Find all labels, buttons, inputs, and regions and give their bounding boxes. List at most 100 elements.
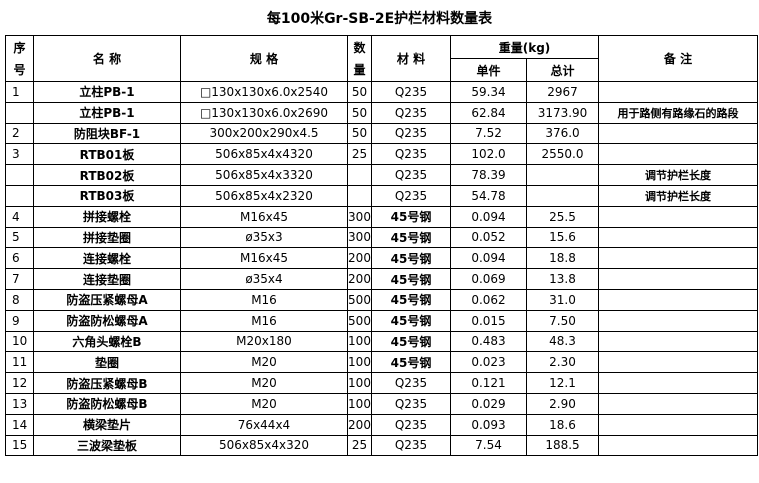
cell-name: RTB01板 — [33, 143, 181, 166]
cell-material: Q235 — [371, 101, 451, 124]
cell-material: Q235 — [371, 372, 451, 394]
table-row: 15 三波梁垫板 506x85x4x320 25 Q235 7.54 188.5 — [5, 434, 759, 457]
cell-spec: 506x85x4x2320 — [180, 184, 348, 207]
cell-no: 12 — [5, 372, 34, 394]
cell-material: Q235 — [371, 143, 451, 166]
cell-unit-weight: 102.0 — [450, 143, 527, 166]
cell-spec: M20 — [180, 392, 348, 415]
cell-remark: 调节护栏长度 — [598, 164, 759, 186]
table-row: 13 防盗防松螺母B M20 100 Q235 0.029 2.90 — [5, 392, 759, 415]
cell-total-weight — [525, 164, 600, 186]
cell-no: 4 — [5, 205, 34, 228]
cell-qty: 300 — [347, 226, 372, 249]
cell-material: 45号钢 — [371, 330, 451, 353]
cell-material: 45号钢 — [371, 288, 451, 311]
cell-name: 防盗防松螺母B — [33, 392, 181, 415]
table-row: 5 拼接垫圈 ø35x3 300 45号钢 0.052 15.6 — [5, 226, 759, 249]
cell-no — [5, 164, 34, 186]
cell-total-weight: 13.8 — [525, 268, 600, 290]
cell-material: 45号钢 — [371, 351, 451, 374]
cell-total-weight: 25.5 — [525, 205, 600, 228]
cell-material: 45号钢 — [371, 268, 451, 290]
table-row: RTB03板 506x85x4x2320 Q235 54.78 调节护栏长度 — [5, 184, 759, 207]
cell-qty: 200 — [347, 413, 372, 436]
cell-total-weight: 188.5 — [525, 434, 600, 457]
header-name: 名 称 — [33, 35, 181, 82]
cell-remark — [598, 351, 759, 374]
cell-qty: 500 — [347, 309, 372, 332]
cell-total-weight: 2.90 — [525, 392, 600, 415]
cell-total-weight — [525, 184, 600, 207]
cell-name: 防阻块BF-1 — [33, 122, 181, 145]
cell-no: 10 — [5, 330, 34, 353]
cell-no: 11 — [5, 351, 34, 374]
cell-spec: 506x85x4x4320 — [180, 143, 348, 166]
cell-qty: 200 — [347, 247, 372, 270]
cell-unit-weight: 0.483 — [450, 330, 527, 353]
table-row: 3 RTB01板 506x85x4x4320 25 Q235 102.0 2550.0 — [5, 143, 759, 166]
cell-material: Q235 — [371, 413, 451, 436]
cell-unit-weight: 0.023 — [450, 351, 527, 374]
cell-remark — [598, 81, 759, 103]
header-unit-weight: 单件 — [450, 58, 527, 82]
cell-remark — [598, 309, 759, 332]
cell-no: 14 — [5, 413, 34, 436]
table-row: 6 连接螺栓 M16x45 200 45号钢 0.094 18.8 — [5, 247, 759, 270]
cell-name: 六角头螺栓B — [33, 330, 181, 353]
cell-material: 45号钢 — [371, 247, 451, 270]
cell-unit-weight: 78.39 — [450, 164, 527, 186]
cell-material: Q235 — [371, 164, 451, 186]
cell-no — [5, 184, 34, 207]
cell-qty: 50 — [347, 81, 372, 103]
cell-qty: 25 — [347, 434, 372, 457]
table-title: 每100米Gr-SB-2E护栏材料数量表 — [266, 11, 493, 27]
table-row: 7 连接垫圈 ø35x4 200 45号钢 0.069 13.8 — [5, 268, 759, 290]
cell-total-weight: 12.1 — [525, 372, 600, 394]
cell-unit-weight: 0.094 — [450, 247, 527, 270]
cell-no — [5, 101, 34, 124]
cell-material: 45号钢 — [371, 226, 451, 249]
cell-spec: □130x130x6.0x2540 — [180, 81, 348, 103]
cell-total-weight: 376.0 — [525, 122, 600, 145]
cell-total-weight: 2967 — [525, 81, 600, 103]
cell-unit-weight: 59.34 — [450, 81, 527, 103]
cell-spec: M20 — [180, 372, 348, 394]
cell-material: Q235 — [371, 122, 451, 145]
table-row: 14 横梁垫片 76x44x4 200 Q235 0.093 18.6 — [5, 413, 759, 436]
cell-name: 垫圈 — [33, 351, 181, 374]
cell-spec: 506x85x4x3320 — [180, 164, 348, 186]
cell-unit-weight: 0.093 — [450, 413, 527, 436]
cell-material: 45号钢 — [371, 309, 451, 332]
cell-spec: M16 — [180, 309, 348, 332]
cell-no: 1 — [5, 81, 34, 103]
cell-name: 防盗压紧螺母B — [33, 372, 181, 394]
cell-unit-weight: 7.52 — [450, 122, 527, 145]
cell-unit-weight: 0.029 — [450, 392, 527, 415]
cell-remark — [598, 392, 759, 415]
table-row: 12 防盗压紧螺母B M20 100 Q235 0.121 12.1 — [5, 372, 759, 394]
cell-qty: 100 — [347, 351, 372, 374]
cell-spec: M16x45 — [180, 205, 348, 228]
cell-spec: 506x85x4x320 — [180, 434, 348, 457]
cell-no: 6 — [5, 247, 34, 270]
cell-spec: 76x44x4 — [180, 413, 348, 436]
table-row: 4 拼接螺栓 M16x45 300 45号钢 0.094 25.5 — [5, 205, 759, 228]
cell-no: 9 — [5, 309, 34, 332]
cell-qty: 100 — [347, 372, 372, 394]
cell-material: Q235 — [371, 434, 451, 457]
cell-qty — [347, 164, 372, 186]
cell-name: 拼接垫圈 — [33, 226, 181, 249]
cell-name: 防盗防松螺母A — [33, 309, 181, 332]
cell-spec: M16 — [180, 288, 348, 311]
cell-no: 15 — [5, 434, 34, 457]
cell-total-weight: 31.0 — [525, 288, 600, 311]
cell-no: 2 — [5, 122, 34, 145]
cell-qty: 25 — [347, 143, 372, 166]
cell-qty: 300 — [347, 205, 372, 228]
table-row: 2 防阻块BF-1 300x200x290x4.5 50 Q235 7.52 376.0 — [5, 122, 759, 145]
cell-material: Q235 — [371, 81, 451, 103]
cell-total-weight: 18.8 — [525, 247, 600, 270]
cell-unit-weight: 0.069 — [450, 268, 527, 290]
cell-no: 7 — [5, 268, 34, 290]
cell-qty: 200 — [347, 268, 372, 290]
